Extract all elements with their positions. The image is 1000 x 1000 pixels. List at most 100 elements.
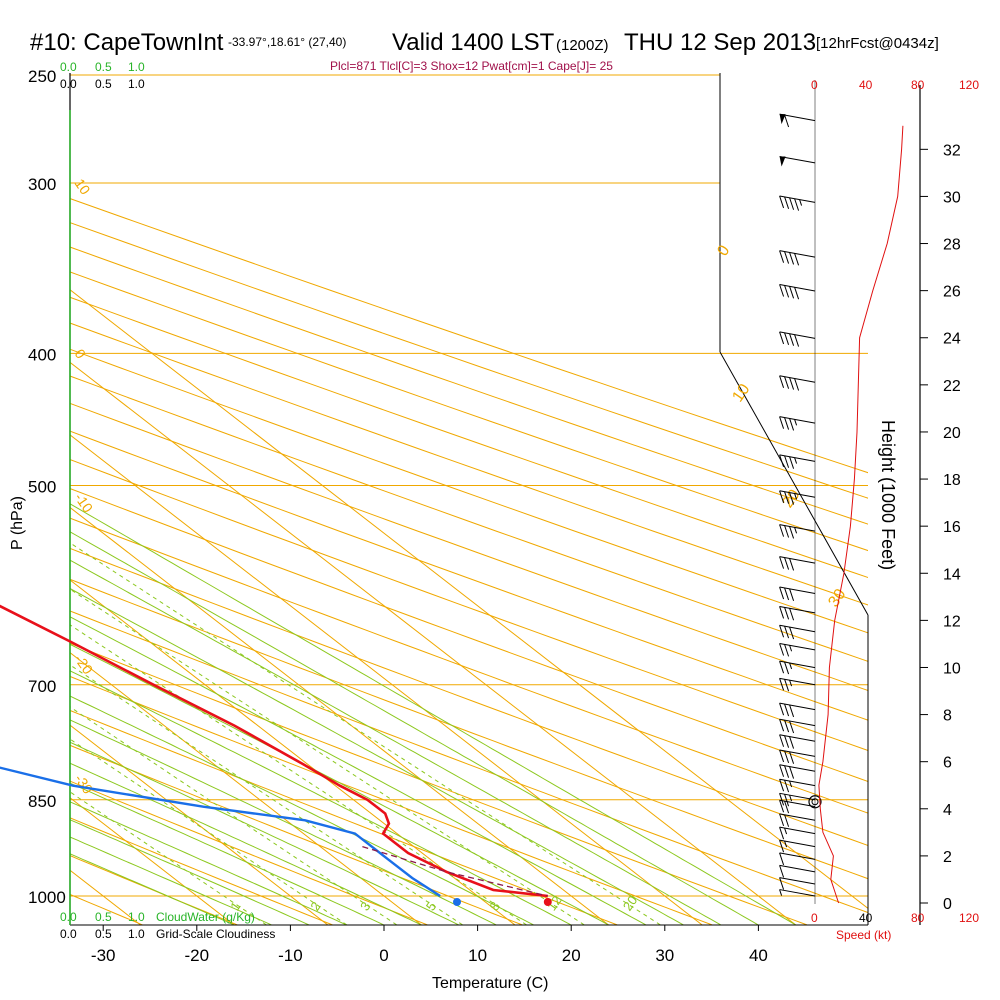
moist-adiabat xyxy=(70,587,684,925)
wind-barb xyxy=(779,778,816,793)
dry-adiabat xyxy=(70,246,868,525)
dry-adiabat xyxy=(70,402,868,692)
wind-barb xyxy=(779,702,816,718)
mixing-ratio-label-20: 20 xyxy=(620,893,641,913)
dry-adiabat xyxy=(70,642,808,925)
moist-adiabat xyxy=(70,616,647,925)
moist-adiabat xyxy=(70,503,796,925)
mixing-ratio-label-12: 12 xyxy=(544,893,565,913)
wind-barb xyxy=(779,792,816,807)
height-tick-24: 24 xyxy=(943,331,961,348)
speed-axis-label: Speed (kt) xyxy=(836,928,891,942)
wind-barb xyxy=(779,250,816,266)
height-tick-16: 16 xyxy=(943,519,961,536)
moist-adiabat xyxy=(70,531,759,925)
wind-barb xyxy=(779,375,816,391)
temp-tick-20: 20 xyxy=(562,946,581,965)
height-tick-20: 20 xyxy=(943,425,961,442)
cw-scale-top-2: 1.0 xyxy=(128,60,145,74)
temperature-line xyxy=(0,604,548,898)
wind-barb xyxy=(779,677,816,692)
wind-barb xyxy=(779,718,816,734)
height-tick-10: 10 xyxy=(943,660,961,677)
dry-adiabat xyxy=(70,222,868,499)
height-tick-32: 32 xyxy=(943,142,961,159)
height-tick-0: 0 xyxy=(943,896,952,913)
height-tick-8: 8 xyxy=(943,708,952,725)
moist-adiabat xyxy=(70,819,310,925)
mixing-ratio-line xyxy=(70,706,397,925)
wind-barb xyxy=(779,852,816,866)
mixing-ratio-label-8: 8 xyxy=(486,899,502,914)
wind-barb xyxy=(779,799,816,814)
wind-barb xyxy=(779,155,816,167)
height-tick-2: 2 xyxy=(943,849,952,866)
wind-barbs xyxy=(779,80,904,904)
cl-scale-bottom-2: 1.0 xyxy=(128,927,145,941)
isotherm-label-left: 0 xyxy=(72,346,90,362)
background-lines xyxy=(70,74,868,925)
isotherm-label-left: 10 xyxy=(72,176,94,198)
cloud-water-label: CloudWater (g/Kg) xyxy=(156,910,255,924)
dry-adiabat xyxy=(70,271,868,552)
height-axis-title: Height (1000 Feet) xyxy=(878,420,898,570)
dry-adiabat xyxy=(70,547,868,847)
wind-barb xyxy=(779,284,816,300)
temp-tick-30: 30 xyxy=(655,946,674,965)
cl-scale-top-1: 0.5 xyxy=(95,77,112,91)
speed-tick-bottom-0: 0 xyxy=(811,911,818,925)
cl-scale-bottom-0: 0.0 xyxy=(60,927,77,941)
temp-tick-40: 40 xyxy=(749,946,768,965)
moist-adiabat xyxy=(70,559,722,925)
height-tick-26: 26 xyxy=(943,284,961,301)
temp-tick-0: 0 xyxy=(379,946,388,965)
wind-barb xyxy=(779,734,816,749)
speed-tick-top-2: 80 xyxy=(911,78,925,92)
speed-profile-line xyxy=(818,125,904,904)
cl-scale-top-2: 1.0 xyxy=(128,77,145,91)
cw-scale-bottom-0: 0.0 xyxy=(60,910,77,924)
mixing-ratio-line xyxy=(70,542,661,925)
dry-adiabat xyxy=(70,817,333,925)
wind-barb xyxy=(779,660,816,675)
surface-temp-dot xyxy=(543,898,552,906)
moist-adiabat xyxy=(70,762,422,925)
moist-adiabat xyxy=(70,719,497,925)
sounding-traces xyxy=(0,604,552,906)
speed-tick-top-1: 40 xyxy=(859,78,873,92)
wind-barb xyxy=(779,454,816,469)
parcel-path xyxy=(362,845,548,897)
pressure-tick-400: 400 xyxy=(28,345,56,364)
pressure-tick-1000: 1000 xyxy=(28,888,66,907)
moist-adiabat xyxy=(70,670,572,925)
wind-barb xyxy=(779,490,816,505)
dry-adiabat xyxy=(70,430,868,721)
cw-scale-bottom-1: 0.5 xyxy=(95,910,112,924)
isotherm-line xyxy=(70,361,796,925)
speed-tick-bottom-2: 80 xyxy=(911,911,925,925)
stability-indices: Plcl=871 Tlcl[C]=3 Shox=12 Pwat[cm]=1 Ca… xyxy=(330,59,613,73)
speed-tick-bottom-3: 120 xyxy=(959,911,979,925)
pressure-tick-700: 700 xyxy=(28,677,56,696)
temp-tick-10: 10 xyxy=(468,946,487,965)
isotherm-line xyxy=(70,289,868,910)
y-axis-title: P (hPa) xyxy=(9,496,26,550)
wind-barb xyxy=(779,889,816,897)
cl-scale-top-0: 0.0 xyxy=(60,77,77,91)
calm-wind-marker xyxy=(808,795,822,809)
forecast-date: THU 12 Sep 2013 xyxy=(624,29,816,56)
pressure-tick-300: 300 xyxy=(28,175,56,194)
isotherm-line xyxy=(70,724,328,925)
dry-adiabat xyxy=(70,322,868,606)
surface-dewpoint-dot xyxy=(453,898,462,906)
height-tick-6: 6 xyxy=(943,755,952,772)
wind-barb xyxy=(779,605,816,621)
height-tick-30: 30 xyxy=(943,189,961,206)
mixing-ratio-label-5: 5 xyxy=(423,899,439,914)
height-tick-4: 4 xyxy=(943,802,952,819)
wind-barb xyxy=(779,826,816,840)
wind-barb xyxy=(779,556,816,571)
plot-frame xyxy=(69,73,921,926)
cloudiness-label: Grid-Scale Cloudiness xyxy=(156,927,275,941)
